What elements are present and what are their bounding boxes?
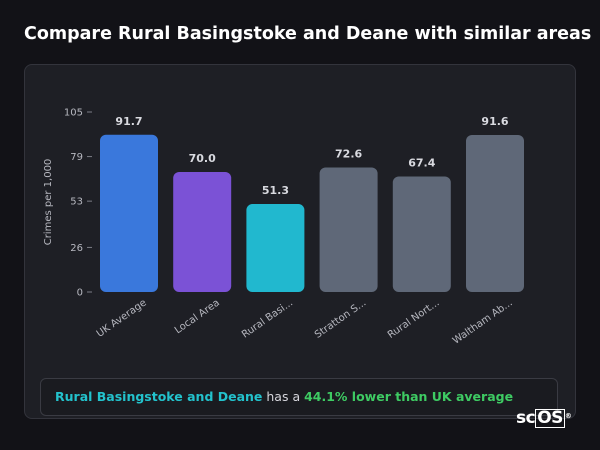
x-tick-label: Rural Basi...: [240, 297, 295, 340]
x-tick-label: Waltham Ab...: [451, 297, 515, 346]
logo-prefix: sc: [516, 408, 536, 428]
bar: [100, 134, 158, 292]
y-tick-label: 26: [70, 243, 83, 254]
logo-boxed-text: OS: [535, 408, 565, 428]
y-axis-label: Crimes per 1,000: [43, 159, 54, 246]
x-tick-label: Rural Nort...: [386, 297, 442, 341]
bar: [319, 167, 378, 292]
bar: [392, 176, 451, 292]
bar-value-label: 51.3: [262, 184, 289, 197]
x-tick-label: Stratton S...: [313, 297, 368, 340]
comparison-callout: Rural Basingstoke and Deane has a 44.1% …: [40, 378, 558, 416]
chart-card: Crimes per 1,000 0 26 53 79 105 91.7 UK Average…: [24, 64, 576, 419]
page-title: Compare Rural Basingstoke and Deane with…: [24, 24, 592, 44]
bar: [246, 204, 305, 292]
bar-value-label: 70.0: [189, 152, 216, 165]
y-tick-label: 53: [70, 197, 83, 208]
bar-value-label: 91.6: [481, 115, 508, 128]
y-tick-label: 79: [70, 152, 83, 163]
bar: [173, 172, 232, 292]
x-tick-label: UK Average: [95, 297, 149, 339]
bar-chart: Crimes per 1,000 0 26 53 79 105 91.7 UK Average…: [43, 108, 524, 347]
y-tick-label: 0: [77, 288, 83, 299]
x-tick-label: Local Area: [173, 297, 222, 336]
logo-registered-mark: ®: [564, 412, 572, 420]
bar-value-label: 67.4: [408, 156, 435, 169]
y-tick-label: 105: [64, 108, 83, 119]
callout-area-name: Rural Basingstoke and Deane: [55, 389, 263, 404]
brand-logo: sc OS ®: [516, 408, 572, 428]
callout-text: has a: [262, 389, 305, 404]
bar-value-label: 72.6: [335, 148, 362, 161]
callout-stat: 44.1% lower than UK average: [304, 389, 514, 404]
bar: [466, 134, 524, 292]
bar-value-label: 91.7: [115, 115, 142, 128]
